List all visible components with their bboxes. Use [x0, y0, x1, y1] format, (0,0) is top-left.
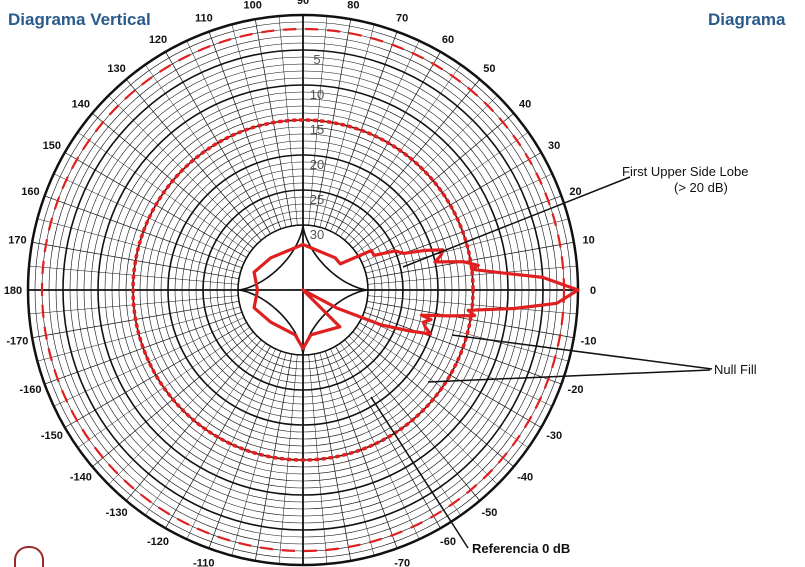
pattern-curve [252, 242, 580, 351]
angle-label: 150 [43, 140, 61, 152]
angle-label: 110 [195, 12, 213, 24]
radial-spoke [356, 132, 529, 253]
reference-circles [40, 27, 566, 553]
angle-label: -20 [568, 384, 584, 396]
annotations: First Upper Side Lobe (> 20 dB) Null Fil… [370, 164, 757, 556]
angle-label: 120 [149, 34, 167, 46]
radial-spoke [186, 348, 276, 540]
angle-label: 130 [107, 63, 125, 75]
db-tick-label: 20 [310, 157, 324, 172]
side-lobe-note: (> 20 dB) [674, 180, 728, 195]
radial-spoke [324, 350, 398, 549]
reference-label: Referencia 0 dB [472, 541, 570, 556]
angle-label: -10 [581, 335, 597, 347]
angle-label: 10 [582, 235, 594, 247]
db-tick-label: 10 [310, 87, 324, 102]
angle-labels: 90 80706050403020100-10-20-30-40-50-60-70… [4, 0, 597, 567]
db-tick-label: 5 [313, 52, 320, 67]
null-fill-leader-line-1 [451, 334, 713, 370]
angle-label: -120 [147, 536, 169, 548]
radial-spoke [313, 19, 352, 227]
angle-label: 30 [548, 140, 560, 152]
radial-spoke [359, 322, 542, 428]
radial-spoke [361, 317, 553, 407]
db-tick-label: 25 [310, 192, 324, 207]
radial-spoke [145, 64, 266, 237]
dashed-reference-circle [40, 27, 566, 553]
angle-label: 100 [243, 0, 261, 11]
angle-label: 60 [442, 34, 454, 46]
angle-label: 170 [8, 235, 26, 247]
angle-label: -70 [394, 558, 410, 567]
angle-label: -110 [193, 558, 214, 567]
radiation-pattern [252, 242, 580, 351]
angle-label: 20 [569, 186, 581, 198]
side-lobe-leader-line [402, 176, 631, 268]
db-tick-label: 15 [310, 122, 324, 137]
angle-label: 160 [21, 186, 39, 198]
angle-label: -170 [6, 335, 28, 347]
angle-label: -30 [546, 430, 562, 442]
angle-label: -40 [517, 471, 533, 483]
radial-spoke [352, 112, 514, 249]
angle-label: -50 [481, 507, 497, 519]
radial-spoke [208, 350, 282, 549]
angle-label: 50 [483, 63, 495, 75]
angle-label: -150 [41, 430, 63, 442]
radial-spoke [165, 51, 271, 234]
angle-label: -160 [19, 384, 41, 396]
angle-label: 140 [72, 99, 90, 111]
angle-label: 90 [297, 0, 309, 7]
db-tick-label: 30 [310, 227, 324, 242]
null-fill-leader-line-2 [427, 369, 711, 383]
angle-label: 70 [396, 12, 408, 24]
angle-label: 40 [519, 99, 531, 111]
angle-label: 80 [347, 0, 359, 11]
angle-label: 180 [4, 285, 22, 297]
null-fill-label: Null Fill [714, 362, 757, 377]
radial-spoke [53, 317, 245, 407]
reference-leader-line [370, 396, 469, 549]
diagram-title-vertical: Diagrama Vertical [8, 10, 151, 29]
angle-label: 0 [590, 285, 596, 297]
dotted-reference-circle [131, 118, 475, 462]
angle-label: -140 [70, 471, 92, 483]
angle-label: -130 [106, 507, 128, 519]
db-labels: 5 10 15 20 25 30 [310, 52, 324, 242]
diagram-title-second: Diagrama [708, 10, 786, 29]
radial-spoke [64, 322, 247, 428]
radial-spoke [37, 218, 241, 274]
radial-spoke [44, 195, 243, 269]
side-lobe-label: First Upper Side Lobe [622, 164, 748, 179]
logo-fragment [14, 546, 44, 567]
angle-label: -60 [440, 536, 456, 548]
